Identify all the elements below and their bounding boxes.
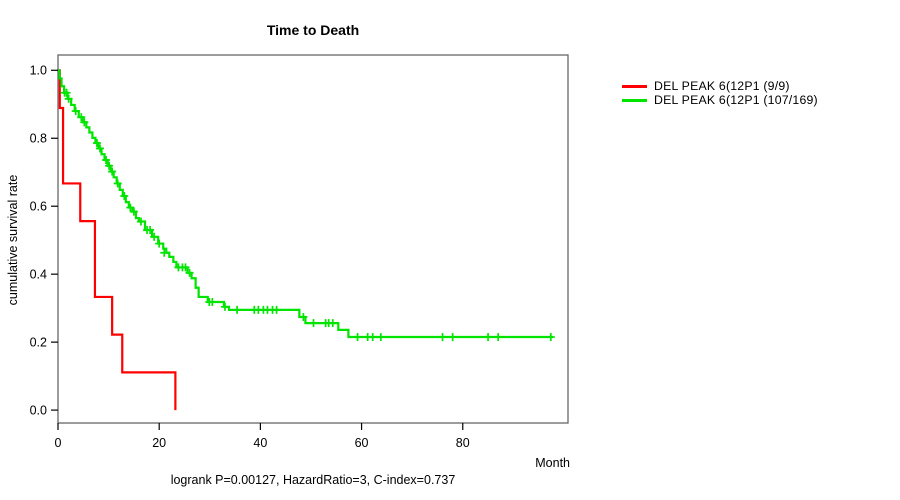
x-axis-title: Month [535, 456, 570, 470]
x-tick-label: 0 [55, 436, 62, 450]
legend-label-group1: DEL PEAK 6(12P1 (9/9) [654, 79, 790, 93]
legend-item-group2: DEL PEAK 6(12P1 (107/169) [622, 93, 818, 107]
green-line-swatch [622, 98, 647, 102]
y-tick-label: 0.8 [30, 132, 47, 146]
stats-caption: logrank P=0.00127, HazardRatio=3, C-inde… [170, 473, 456, 487]
x-tick-label: 20 [152, 436, 166, 450]
km-curve-1 [58, 69, 553, 339]
km-curve-0 [58, 69, 177, 411]
y-tick-label: 0.4 [30, 267, 47, 281]
plot-box [57, 54, 569, 424]
x-tick-label: 60 [355, 436, 369, 450]
red-line-swatch [622, 84, 647, 88]
legend-label-group2: DEL PEAK 6(12P1 (107/169) [654, 93, 818, 107]
x-tick-label: 40 [253, 436, 267, 450]
y-tick-label: 0.0 [30, 403, 47, 417]
legend: DEL PEAK 6(12P1 (9/9) DEL PEAK 6(12P1 (1… [622, 79, 818, 107]
y-tick-label: 0.2 [30, 335, 47, 349]
y-axis-title: cumulative survival rate [6, 174, 20, 306]
legend-item-group1: DEL PEAK 6(12P1 (9/9) [622, 79, 818, 93]
y-tick-label: 0.6 [30, 200, 47, 214]
chart-title: Time to Death [266, 22, 360, 38]
x-tick-label: 80 [456, 436, 470, 450]
y-tick-label: 1.0 [30, 64, 47, 78]
